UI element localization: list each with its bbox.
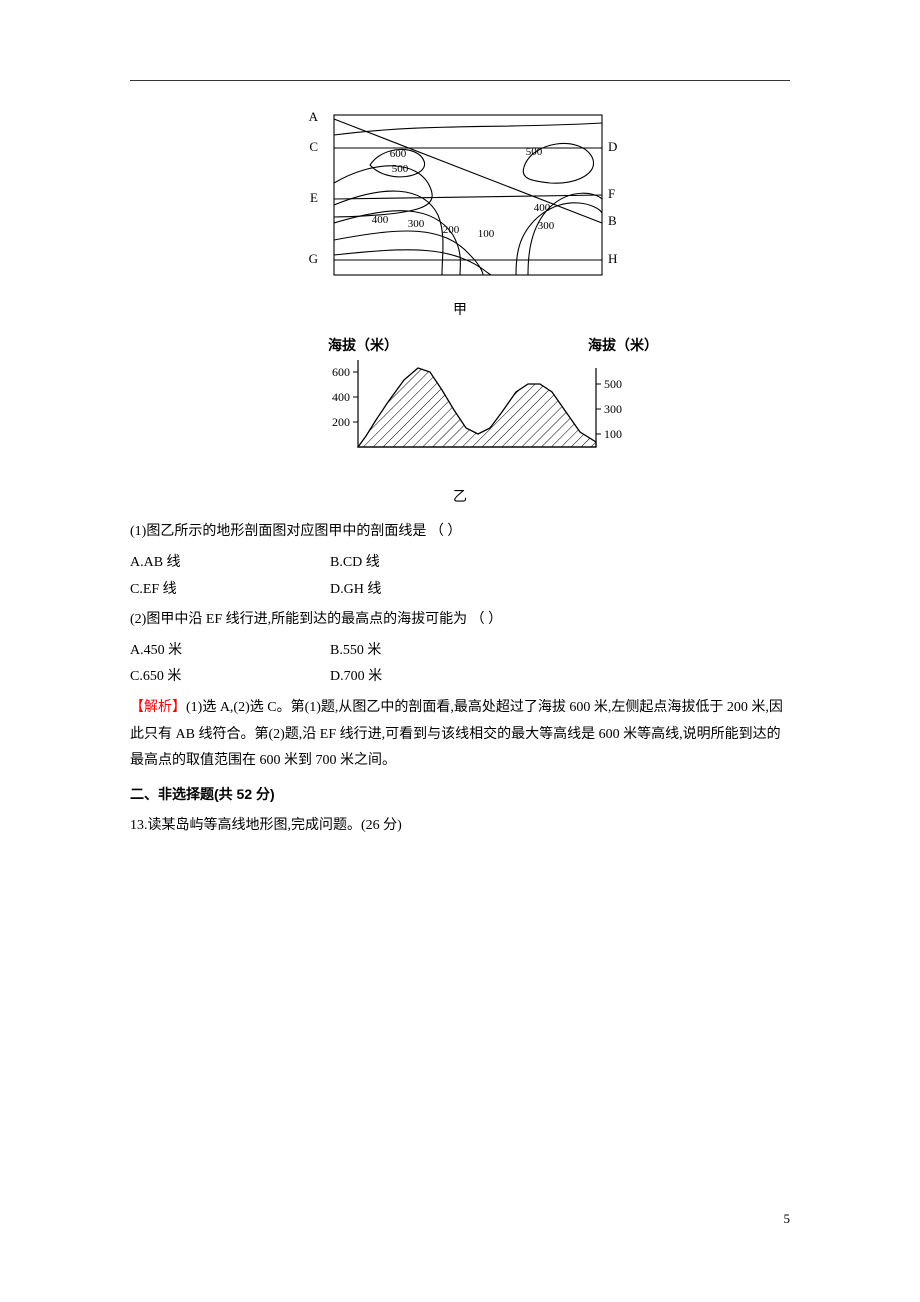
q1-opt-c: C.EF 线 xyxy=(130,577,330,604)
section2-heading: 二、非选择题(共 52 分) xyxy=(130,781,790,808)
svg-text:300: 300 xyxy=(408,218,425,230)
svg-text:400: 400 xyxy=(534,202,551,214)
contour-map-svg: A B C D E F G H 600 500 500 400 300 200 100 400 300 xyxy=(288,105,632,285)
svg-text:400: 400 xyxy=(332,390,350,404)
profile-chart-caption: 乙 xyxy=(130,485,790,512)
svg-text:C: C xyxy=(309,139,318,154)
q2-opt-d: D.700 米 xyxy=(330,664,530,691)
svg-text:F: F xyxy=(608,186,615,201)
contour-map-caption: 甲 xyxy=(130,298,790,325)
svg-text:D: D xyxy=(608,139,617,154)
svg-text:100: 100 xyxy=(604,427,622,441)
svg-text:500: 500 xyxy=(526,146,543,158)
top-rule xyxy=(130,80,790,81)
page-number: 5 xyxy=(784,1207,791,1232)
analysis-label: 【解析】 xyxy=(130,700,186,715)
svg-text:300: 300 xyxy=(604,402,622,416)
svg-text:A: A xyxy=(309,109,319,124)
svg-text:500: 500 xyxy=(604,377,622,391)
svg-text:海拔（米）: 海拔（米） xyxy=(588,337,650,354)
q2-opt-b: B.550 米 xyxy=(330,638,530,665)
analysis-text: (1)选 A,(2)选 C。第(1)题,从图乙中的剖面看,最高处超过了海拔 60… xyxy=(130,700,783,768)
q1-opt-b: B.CD 线 xyxy=(330,550,530,577)
svg-text:600: 600 xyxy=(332,365,350,379)
svg-text:G: G xyxy=(309,251,318,266)
svg-text:E: E xyxy=(310,190,318,205)
svg-text:100: 100 xyxy=(478,228,495,240)
svg-text:海拔（米）: 海拔（米） xyxy=(328,337,398,354)
q1-opt-d: D.GH 线 xyxy=(330,577,530,604)
svg-text:H: H xyxy=(608,251,617,266)
svg-text:500: 500 xyxy=(392,163,409,175)
svg-text:600: 600 xyxy=(390,148,407,160)
q1-opt-a: A.AB 线 xyxy=(130,550,330,577)
svg-text:300: 300 xyxy=(538,220,555,232)
profile-chart-svg: 海拔（米） 海拔（米） 600 400 200 500 300 100 xyxy=(270,332,650,472)
q2-stem: (2)图甲中沿 EF 线行进,所能到达的最高点的海拔可能为 （ ） xyxy=(130,607,790,634)
svg-text:400: 400 xyxy=(372,214,389,226)
q13-stem: 13.读某岛屿等高线地形图,完成问题。(26 分) xyxy=(130,813,790,840)
q2-opt-a: A.450 米 xyxy=(130,638,330,665)
q1-stem: (1)图乙所示的地形剖面图对应图甲中的剖面线是 （ ） xyxy=(130,519,790,546)
analysis-paragraph: 【解析】(1)选 A,(2)选 C。第(1)题,从图乙中的剖面看,最高处超过了海… xyxy=(130,695,790,775)
svg-text:200: 200 xyxy=(332,415,350,429)
q2-opt-c: C.650 米 xyxy=(130,664,330,691)
svg-text:200: 200 xyxy=(443,224,460,236)
svg-text:B: B xyxy=(608,213,617,228)
profile-chart-figure: 海拔（米） 海拔（米） 600 400 200 500 300 100 xyxy=(130,332,790,483)
contour-map-figure: A B C D E F G H 600 500 500 400 300 200 100 400 300 xyxy=(130,105,790,296)
